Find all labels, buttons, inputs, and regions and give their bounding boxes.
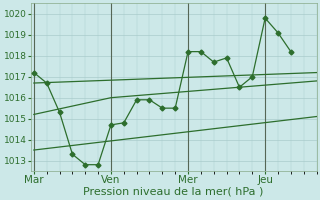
X-axis label: Pression niveau de la mer( hPa ): Pression niveau de la mer( hPa ) bbox=[84, 187, 264, 197]
